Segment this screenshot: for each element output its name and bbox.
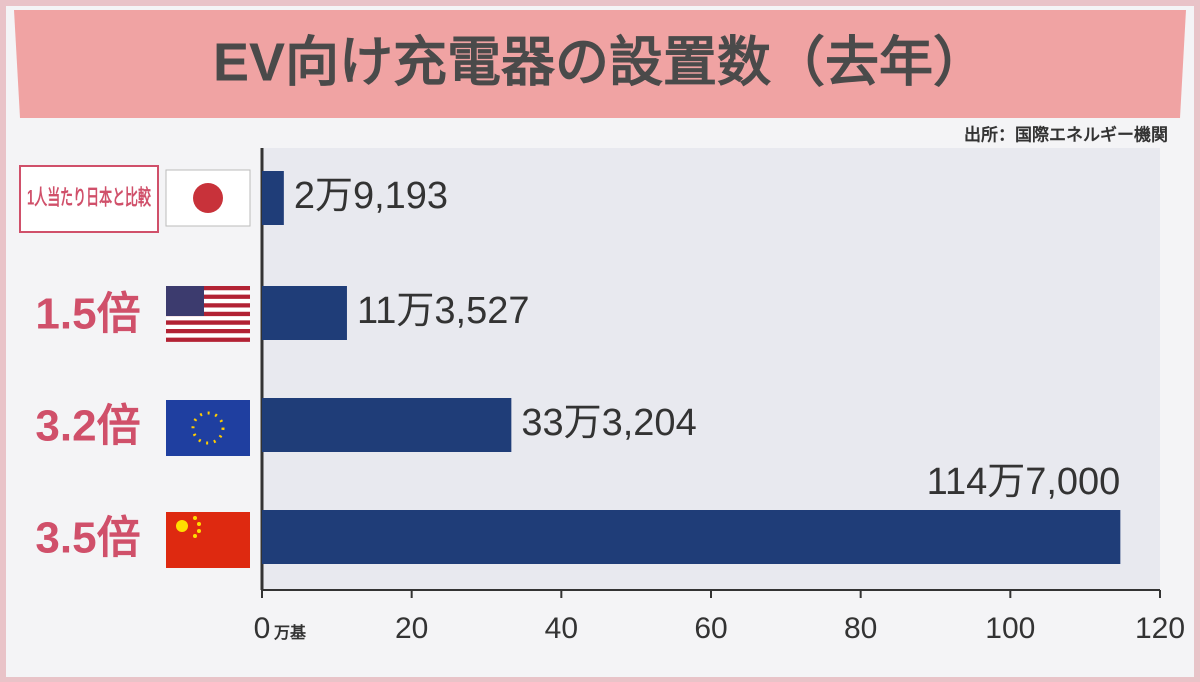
value-label: 2万9,193 [294, 175, 448, 217]
value-label: 114万7,000 [927, 461, 1121, 503]
value-label: 11万3,527 [357, 290, 530, 332]
flag-china [166, 512, 250, 568]
value-label: 33万3,204 [521, 402, 696, 444]
x-tick-label: 100 [985, 612, 1035, 645]
flag-eu [166, 400, 250, 456]
ratio-label: 3.5倍 [35, 514, 140, 563]
note-box [19, 165, 159, 233]
x-tick-label: 40 [545, 612, 578, 645]
title-banner [14, 10, 1186, 118]
ratio-label: 1.5倍 [35, 290, 140, 339]
x-tick-label: 60 [694, 612, 727, 645]
bar [262, 286, 347, 340]
flag-japan [165, 169, 251, 227]
x-tick-label: 0 [254, 612, 271, 645]
bar [262, 171, 284, 225]
x-unit: 万基 [273, 623, 307, 642]
ratio-label: 3.2倍 [35, 402, 140, 451]
x-tick-label: 120 [1135, 612, 1185, 645]
flag-usa [166, 286, 250, 342]
x-tick-label: 20 [395, 612, 428, 645]
chart-title: EV向け充電器の設置数（去年） [213, 32, 987, 92]
bar [262, 510, 1121, 564]
x-tick-label: 80 [844, 612, 877, 645]
bar [262, 398, 512, 452]
source: 出所：国際エネルギー機関 [964, 124, 1168, 144]
comparison-note: 1人当たり日本と比較 [27, 186, 152, 210]
